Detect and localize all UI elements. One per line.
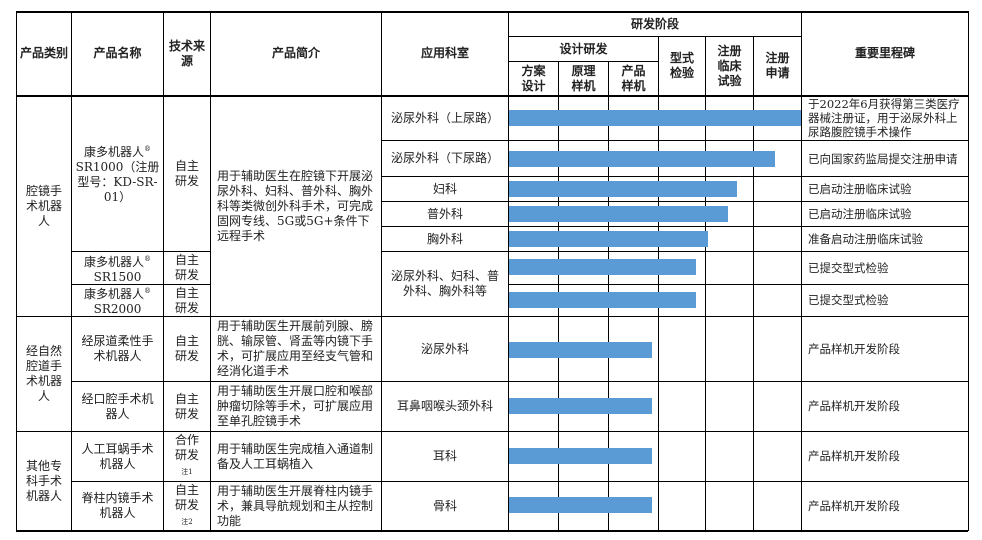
progress-bar (509, 497, 652, 513)
milestone-general-surgery: 已启动注册临床试验 (808, 206, 912, 221)
dept-multi: 泌尿外科、妇科、普外科、胸外科等 (390, 269, 499, 298)
table-top-border (16, 11, 968, 13)
grid-line (71, 381, 968, 382)
progress-bar (509, 292, 696, 308)
header-source: 技术来源 (168, 38, 205, 68)
product-transurethral: 经尿道柔性手术机器人 (81, 334, 154, 363)
grid-line (508, 36, 801, 37)
grid-line (801, 11, 802, 531)
header-bottom-border (16, 95, 968, 97)
grid-line (968, 11, 969, 531)
grid-line (508, 284, 968, 285)
header-clinical: 注册临床试验 (717, 43, 742, 88)
grid-line (381, 140, 968, 141)
product-sr1000: 康多机器人® SR1000（注册型号：KD-SR-01） (75, 145, 160, 204)
intro-spinal: 用于辅助医生开展脊柱内镜手术，兼具导航规划和主从控制功能 (217, 483, 374, 528)
header-proto: 原理样机 (571, 63, 596, 93)
table-bottom-border (16, 530, 968, 532)
grid-line (381, 176, 968, 177)
header-stage: 研发阶段 (630, 16, 679, 31)
product-transoral: 经口腔手术机器人 (81, 391, 154, 421)
milestone-sr2000: 已提交型式检验 (808, 293, 889, 307)
grid-line (508, 11, 509, 531)
progress-bar (509, 342, 652, 358)
grid-line (705, 36, 706, 531)
milestone-gynecology: 已启动注册临床试验 (808, 181, 912, 196)
header-category: 产品类别 (20, 46, 69, 60)
header-sample: 产品样机 (621, 63, 646, 93)
milestone-thoracic: 准备启动注册临床试验 (808, 231, 923, 246)
header-dept: 应用科室 (420, 46, 469, 60)
source-sr1500: 自主研发 (174, 253, 199, 282)
dept-thoracic: 胸外科 (426, 231, 463, 246)
grid-line (16, 11, 17, 531)
progress-bar (509, 398, 652, 414)
source-sr2000: 自主研发 (174, 285, 199, 315)
grid-line (508, 61, 658, 62)
header-design: 设计研发 (559, 41, 608, 56)
header-milestone: 重要里程碑 (854, 46, 915, 60)
grid-line (71, 251, 210, 252)
source-cochlear: 合作研发 注1 (174, 433, 199, 476)
grid-line (71, 11, 72, 531)
header-name: 产品名称 (93, 46, 142, 60)
header-intro: 产品简介 (271, 46, 320, 60)
milestone-cochlear: 产品样机开发阶段 (808, 449, 900, 463)
header-typetest: 型式检验 (670, 51, 695, 80)
source-spinal: 自主研发 注2 (174, 482, 199, 526)
source-sr1000: 自主研发 (174, 158, 199, 188)
product-sr1500: 康多机器人® SR1500 (83, 254, 151, 284)
grid-line (71, 284, 210, 285)
dept-gynecology: 妇科 (432, 181, 457, 196)
source-transurethral: 自主研发 (174, 334, 199, 363)
grid-line (71, 481, 968, 482)
grid-line (381, 251, 968, 252)
header-apply: 注册申请 (765, 51, 790, 80)
dept-upper-urinary: 泌尿外科（上尿路） (390, 110, 499, 125)
intro-transurethral: 用于辅助医生开展前列腺、膀胱、输尿管、肾盂等内镜下手术，可扩展应用至经支气管和经… (217, 319, 374, 378)
intro-cochlear: 用于辅助医生完成植入通道制备及人工耳蜗植入 (217, 441, 374, 471)
intro-transoral: 用于辅助医生开展口腔和喉部肿瘤切除等手术，可扩展应用至单孔腔镜手术 (217, 384, 374, 428)
grid-line (753, 36, 754, 531)
progress-bar (509, 448, 652, 464)
category-laparoscopic: 腔镜手术机器人 (25, 183, 62, 228)
progress-bar (509, 181, 737, 197)
grid-line (16, 316, 968, 317)
intro-sr-series: 用于辅助医生在腔镜下开展泌尿外科、妇科、普外科、胸外科等类微创外科手术，可完成固… (217, 168, 374, 243)
dept-general-surgery: 普外科 (426, 206, 463, 221)
product-spinal: 脊柱内镜手术机器人 (81, 491, 154, 520)
grid-line (381, 226, 968, 227)
product-sr2000: 康多机器人® SR2000 (83, 287, 151, 316)
grid-line (381, 11, 382, 531)
milestone-lower-urinary: 已向国家药监局提交注册申请 (808, 151, 958, 166)
milestone-spinal: 产品样机开发阶段 (808, 498, 900, 513)
category-specialty: 其他专科手术机器人 (25, 458, 62, 503)
progress-bar (509, 231, 708, 247)
grid-line (16, 431, 968, 432)
dept-lower-urinary: 泌尿外科（下尿路） (390, 151, 499, 165)
progress-bar (509, 110, 801, 126)
progress-bar (509, 206, 728, 222)
dept-urology: 泌尿外科 (420, 341, 469, 356)
grid-line (658, 36, 659, 531)
grid-line (210, 11, 211, 531)
milestone-upper-urinary: 于2022年6月获得第三类医疗器械注册证，用于泌尿外科上尿路腹腔镜手术操作 (808, 97, 960, 139)
grid-line (163, 11, 164, 531)
dept-ent: 耳鼻咽喉头颈外科 (396, 399, 493, 413)
milestone-sr1500: 已提交型式检验 (808, 260, 889, 275)
progress-bar (509, 259, 696, 275)
milestone-transurethral: 产品样机开发阶段 (808, 341, 900, 356)
header-plan: 方案设计 (521, 63, 546, 93)
milestone-transoral: 产品样机开发阶段 (808, 399, 900, 413)
progress-bar (509, 151, 775, 167)
category-natural-orifice: 经自然腔道手术机器人 (25, 344, 62, 403)
grid-line (381, 201, 968, 202)
dept-otology: 耳科 (432, 449, 457, 463)
dept-orthopedics: 骨科 (432, 498, 457, 513)
source-transoral: 自主研发 (174, 391, 199, 421)
product-cochlear: 人工耳蜗手术机器人 (81, 441, 154, 471)
